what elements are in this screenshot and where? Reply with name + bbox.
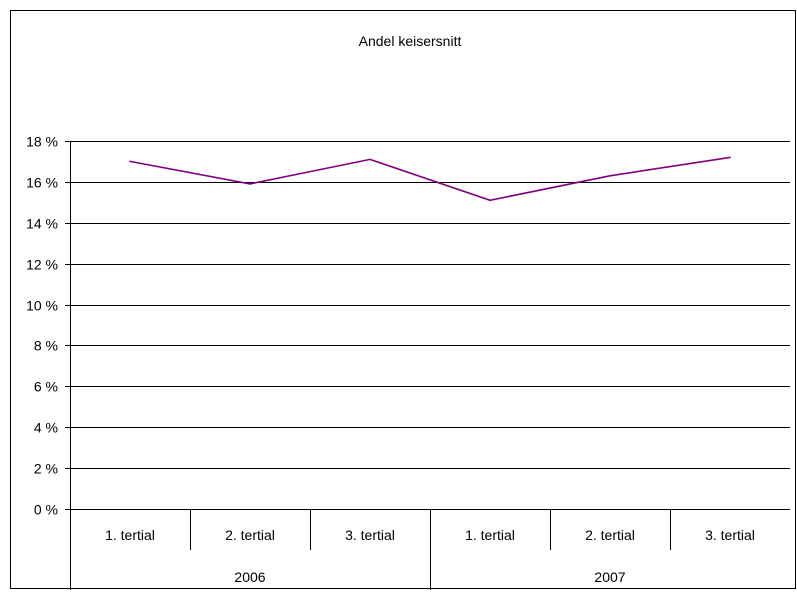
y-tick-label: 8 %: [34, 338, 58, 354]
y-tick-label: 18 %: [26, 134, 58, 150]
x-category-label: 1. tertial: [465, 527, 515, 543]
data-point: [369, 158, 371, 161]
x-category-label: 3. tertial: [705, 527, 755, 543]
chart-border: [10, 10, 796, 589]
data-point: [129, 160, 131, 163]
gridlines: [70, 141, 790, 469]
x-category-label: 3. tertial: [345, 527, 395, 543]
y-tick-labels: 0 % 2 % 4 % 6 % 8 % 10 % 12 % 14 % 16 % 18 %: [26, 134, 58, 518]
y-tick-label: 0 %: [34, 502, 58, 518]
y-tick-label: 6 %: [34, 379, 58, 395]
y-tick-label: 12 %: [26, 257, 58, 273]
y-tick-label: 16 %: [26, 175, 58, 191]
y-tick-label: 2 %: [34, 461, 58, 477]
x-group-label: 2007: [594, 569, 625, 585]
series-line: [129, 156, 731, 202]
x-category-label: 2. tertial: [225, 527, 275, 543]
x-category-label: 1. tertial: [105, 527, 155, 543]
chart-title: Andel keisersnitt: [359, 33, 462, 49]
y-tick-label: 10 %: [26, 298, 58, 314]
x-group-label: 2006: [234, 569, 265, 585]
axes: [65, 141, 790, 590]
y-tick-label: 4 %: [34, 420, 58, 436]
x-group-labels: 2006 2007: [234, 569, 625, 585]
data-point: [729, 156, 731, 159]
data-point: [489, 199, 491, 202]
x-category-labels: 1. tertial 2. tertial 3. tertial 1. tertial…: [105, 527, 755, 543]
data-point: [609, 174, 611, 177]
data-point: [249, 183, 251, 185]
y-tick-label: 14 %: [26, 216, 58, 232]
x-category-label: 2. tertial: [585, 527, 635, 543]
series: [129, 156, 731, 202]
